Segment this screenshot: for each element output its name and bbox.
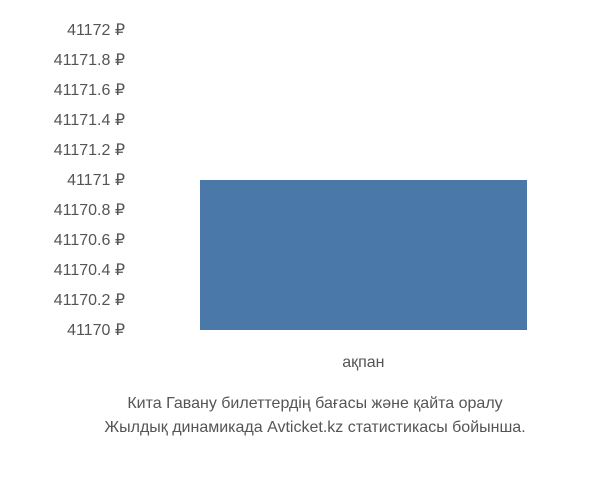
y-tick: 41170 ₽ bbox=[25, 320, 125, 340]
y-tick: 41171.8 ₽ bbox=[25, 50, 125, 70]
plot-area: ақпан bbox=[135, 30, 570, 330]
y-tick: 41171 ₽ bbox=[25, 170, 125, 190]
y-tick: 41171.4 ₽ bbox=[25, 110, 125, 130]
chart-container: 41172 ₽ 41171.8 ₽ 41171.6 ₽ 41171.4 ₽ 41… bbox=[30, 30, 570, 330]
y-tick: 41170.2 ₽ bbox=[25, 290, 125, 310]
caption-line-1: Кита Гавану билеттердің бағасы және қайт… bbox=[50, 392, 580, 416]
chart-caption: Кита Гавану билеттердің бағасы және қайт… bbox=[50, 392, 580, 440]
x-axis-label: ақпан bbox=[200, 354, 526, 372]
y-tick: 41171.6 ₽ bbox=[25, 80, 125, 100]
y-tick: 41170.6 ₽ bbox=[25, 230, 125, 250]
caption-line-2: Жылдық динамикада Avticket.kz статистика… bbox=[50, 416, 580, 440]
y-tick: 41170.4 ₽ bbox=[25, 260, 125, 280]
y-tick: 41172 ₽ bbox=[25, 20, 125, 40]
y-tick: 41170.8 ₽ bbox=[25, 200, 125, 220]
y-axis: 41172 ₽ 41171.8 ₽ 41171.6 ₽ 41171.4 ₽ 41… bbox=[30, 30, 130, 330]
bar bbox=[200, 180, 526, 330]
y-tick: 41171.2 ₽ bbox=[25, 140, 125, 160]
